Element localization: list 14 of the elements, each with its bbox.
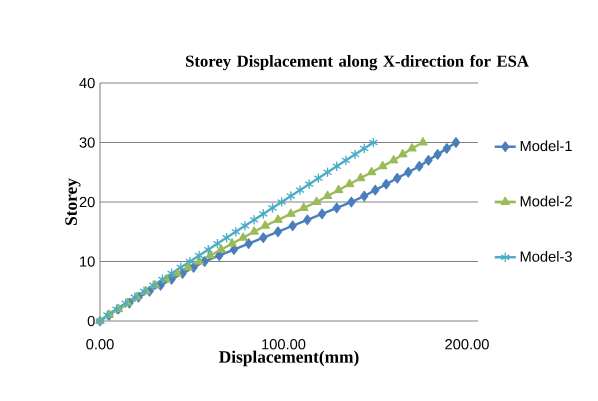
legend-label: Model-3 <box>520 250 572 262</box>
y-tick-label: 20 <box>80 196 95 208</box>
legend-label: Model-2 <box>520 196 572 206</box>
legend-label: Model-1 <box>520 140 572 152</box>
x-tick-label: 200.00 <box>445 339 489 350</box>
y-tick-label: 30 <box>80 137 95 148</box>
y-axis-title: Storey <box>65 178 80 225</box>
x-tick-label: 0.00 <box>86 339 114 350</box>
y-tick-label: 40 <box>79 78 95 88</box>
chart-title: Storey Displacement along X-direction for ESA <box>186 54 529 70</box>
y-tick-label: 0 <box>88 316 95 326</box>
x-axis-title: Displacement(mm) <box>219 350 359 366</box>
x-tick-label: 100.00 <box>262 339 306 350</box>
y-tick-label: 10 <box>80 256 95 267</box>
